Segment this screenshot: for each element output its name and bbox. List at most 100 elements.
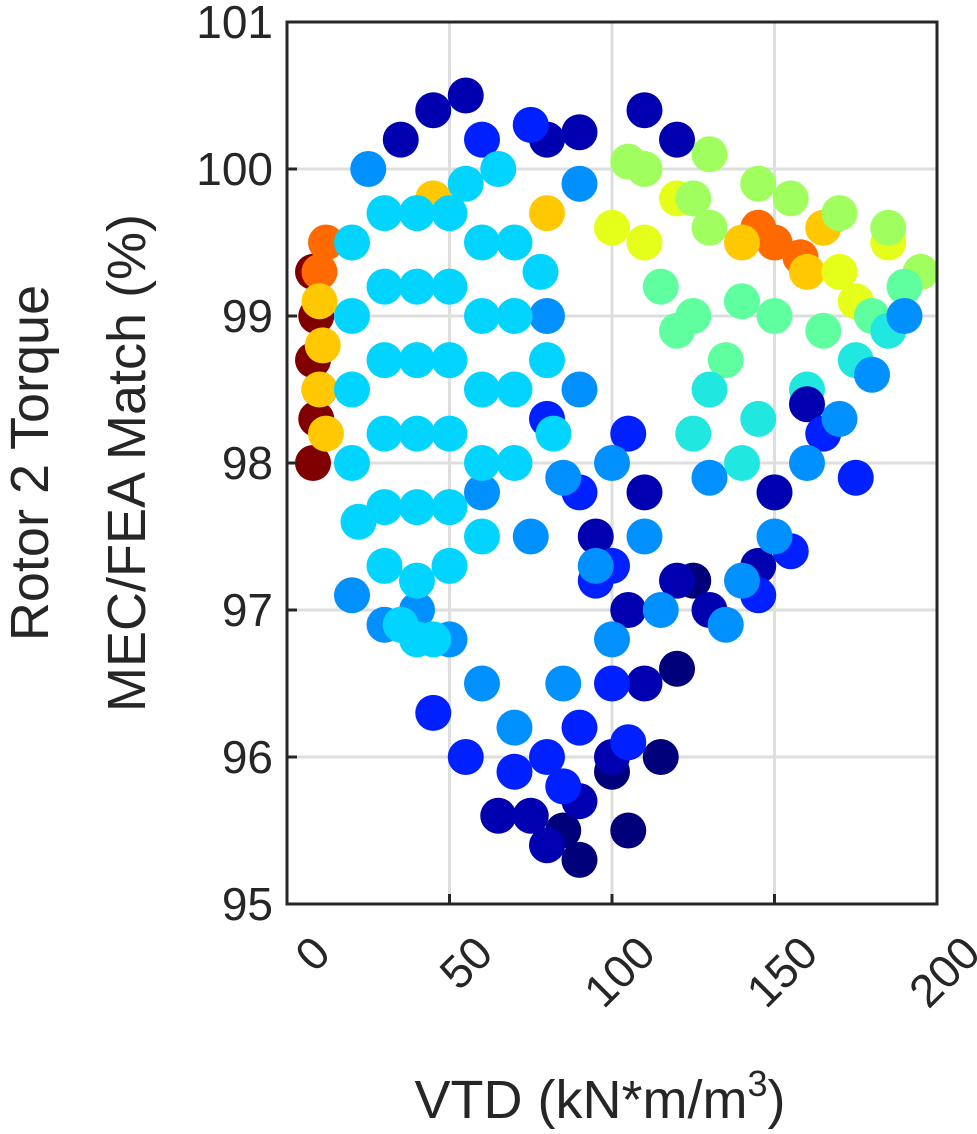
point (626, 474, 663, 511)
point (594, 209, 630, 246)
point (350, 151, 387, 187)
y-tick-label: 99 (222, 290, 273, 342)
point (366, 342, 403, 379)
x-label-sup: 3 (747, 1063, 767, 1104)
point (464, 665, 500, 702)
point (626, 518, 663, 555)
x-tick-label: 50 (429, 926, 502, 999)
point (642, 592, 679, 628)
point (691, 371, 728, 408)
point (821, 253, 858, 290)
point (561, 709, 598, 746)
point (308, 224, 344, 261)
point (772, 180, 809, 217)
point (529, 195, 565, 232)
y-tick-label: 101 (196, 0, 273, 48)
point (577, 518, 614, 555)
point (659, 562, 695, 599)
point (610, 592, 647, 628)
point (496, 371, 533, 408)
point (301, 283, 338, 320)
point (724, 283, 760, 320)
point (626, 224, 663, 261)
point (545, 459, 582, 496)
x-label: VTD (kN*m/m3) (415, 1063, 786, 1130)
point (529, 739, 565, 775)
point (805, 312, 842, 349)
point (366, 415, 403, 452)
point (642, 739, 679, 775)
point (464, 121, 500, 158)
point (464, 298, 500, 334)
point (724, 562, 760, 599)
point (399, 342, 435, 379)
point (431, 268, 468, 305)
point (496, 298, 533, 334)
point (399, 562, 435, 599)
point (496, 753, 533, 790)
point (837, 459, 874, 496)
point (675, 180, 712, 217)
y-tick-label: 96 (222, 731, 273, 783)
point (301, 253, 338, 290)
point (431, 342, 468, 379)
point (545, 768, 582, 805)
point (789, 386, 825, 423)
point (642, 268, 679, 305)
point (522, 253, 559, 290)
x-tick-label: 0 (285, 926, 340, 981)
point (789, 253, 825, 290)
point (366, 268, 403, 305)
point (870, 209, 907, 246)
point (740, 400, 777, 437)
point (334, 371, 370, 408)
point (334, 224, 370, 261)
point (756, 474, 793, 511)
point (535, 415, 572, 452)
point (659, 121, 695, 158)
point (675, 415, 712, 452)
point (496, 224, 533, 261)
point (626, 665, 663, 702)
point (480, 151, 517, 187)
point (295, 445, 331, 481)
point (464, 518, 500, 555)
point (886, 298, 923, 334)
point (366, 489, 403, 526)
x-label-end: ) (768, 1070, 786, 1130)
point (610, 143, 647, 180)
point (594, 621, 630, 658)
y-tick-label: 100 (196, 143, 273, 195)
point (334, 445, 370, 481)
point (561, 165, 598, 202)
point (431, 195, 468, 232)
point (512, 797, 549, 834)
point (610, 724, 647, 761)
point (431, 547, 468, 584)
point (610, 415, 647, 452)
point (512, 518, 549, 555)
point (691, 209, 728, 246)
point (610, 812, 647, 849)
point (415, 92, 452, 129)
point (464, 474, 500, 511)
point (366, 547, 403, 584)
x-tick-label: 150 (736, 926, 827, 1017)
point (301, 371, 338, 408)
point (382, 121, 419, 158)
point (399, 195, 435, 232)
point (789, 445, 825, 481)
point (447, 739, 484, 775)
point (886, 268, 923, 305)
point (496, 709, 533, 746)
point (707, 342, 744, 379)
point (529, 827, 565, 864)
point (659, 312, 695, 349)
point (447, 165, 484, 202)
point (529, 298, 565, 334)
point (304, 327, 341, 364)
point (464, 445, 500, 481)
y-tick-label: 98 (222, 437, 273, 489)
point (594, 445, 630, 481)
